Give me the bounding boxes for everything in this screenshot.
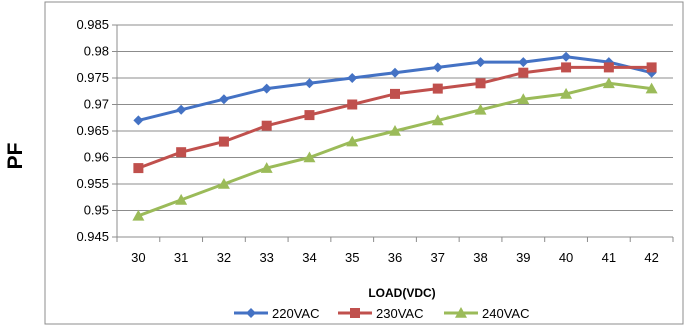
legend-item: 230VAC bbox=[338, 306, 423, 321]
chart-border bbox=[44, 1, 684, 325]
data-point bbox=[218, 136, 229, 147]
x-tick-label: 39 bbox=[516, 250, 530, 265]
legend: 220VAC 230VAC 240VAC bbox=[234, 306, 529, 321]
data-point bbox=[432, 83, 443, 94]
data-point bbox=[176, 104, 187, 115]
data-point bbox=[603, 62, 614, 73]
x-tick-label: 31 bbox=[174, 250, 188, 265]
x-tick-label: 33 bbox=[259, 250, 273, 265]
data-point bbox=[602, 77, 615, 89]
data-point bbox=[475, 57, 486, 68]
y-tick-label: 0.955 bbox=[76, 176, 109, 191]
x-tick-label: 32 bbox=[217, 250, 231, 265]
legend-label: 220VAC bbox=[272, 306, 319, 321]
series-220VAC bbox=[133, 51, 657, 126]
series-230VAC bbox=[133, 62, 657, 174]
data-point bbox=[560, 87, 573, 99]
data-point bbox=[347, 73, 358, 83]
x-tick-label: 30 bbox=[131, 250, 145, 265]
legend-label: 240VAC bbox=[482, 306, 529, 321]
data-point bbox=[518, 67, 529, 78]
data-point bbox=[132, 209, 145, 221]
x-tick-label: 42 bbox=[644, 250, 658, 265]
x-tick-label: 37 bbox=[431, 250, 445, 265]
x-tick-label: 41 bbox=[602, 250, 616, 265]
data-point bbox=[475, 78, 486, 89]
data-point bbox=[561, 51, 572, 62]
data-point bbox=[517, 93, 530, 104]
data-point bbox=[645, 82, 658, 94]
x-tick-label: 35 bbox=[345, 250, 359, 265]
x-tick-label: 38 bbox=[473, 250, 487, 265]
x-axis-title: LOAD(VDC) bbox=[368, 286, 435, 300]
data-point bbox=[261, 83, 272, 94]
data-point bbox=[390, 67, 400, 78]
data-point bbox=[218, 94, 229, 105]
y-tick-label: 0.985 bbox=[76, 17, 109, 32]
series-240VAC bbox=[132, 77, 658, 221]
x-tick-label: 40 bbox=[559, 250, 573, 265]
data-point bbox=[261, 120, 272, 131]
series bbox=[132, 51, 658, 221]
data-point bbox=[304, 78, 315, 89]
data-point bbox=[389, 125, 401, 136]
data-point bbox=[646, 62, 657, 73]
y-tick-label: 0.97 bbox=[84, 97, 109, 112]
legend-item: 240VAC bbox=[444, 306, 529, 321]
tick-labels: 0.945 0.95 0.955 0.96 0.965 0.97 0.975 0.98 0.98… bbox=[76, 17, 658, 265]
x-tick-label: 36 bbox=[388, 250, 402, 265]
data-point bbox=[431, 114, 444, 126]
data-point bbox=[390, 88, 400, 99]
data-point bbox=[133, 115, 144, 126]
legend-marker bbox=[246, 308, 256, 318]
y-tick-label: 0.945 bbox=[76, 229, 109, 244]
data-point bbox=[217, 178, 230, 189]
y-tick-label: 0.965 bbox=[76, 123, 109, 138]
data-point bbox=[518, 57, 529, 68]
data-point bbox=[133, 163, 144, 174]
legend-marker bbox=[455, 307, 467, 318]
legend-item: 220VAC bbox=[234, 306, 319, 321]
data-point bbox=[474, 103, 487, 115]
data-point bbox=[303, 151, 316, 163]
y-tick-label: 0.975 bbox=[76, 70, 109, 85]
legend-marker bbox=[350, 308, 360, 318]
data-point bbox=[175, 193, 188, 205]
data-point bbox=[304, 110, 315, 121]
data-point bbox=[561, 62, 572, 73]
x-tick-label: 34 bbox=[302, 250, 316, 265]
y-tick-label: 0.96 bbox=[84, 150, 109, 165]
y-axis-title: PF bbox=[4, 142, 27, 169]
data-point bbox=[346, 135, 359, 147]
y-tick-label: 0.95 bbox=[84, 203, 109, 218]
data-point bbox=[176, 147, 187, 158]
data-point bbox=[432, 62, 443, 73]
axes bbox=[112, 24, 674, 242]
data-point bbox=[347, 99, 358, 110]
data-point bbox=[260, 162, 273, 173]
legend-label: 230VAC bbox=[376, 306, 423, 321]
y-tick-label: 0.98 bbox=[84, 44, 109, 59]
